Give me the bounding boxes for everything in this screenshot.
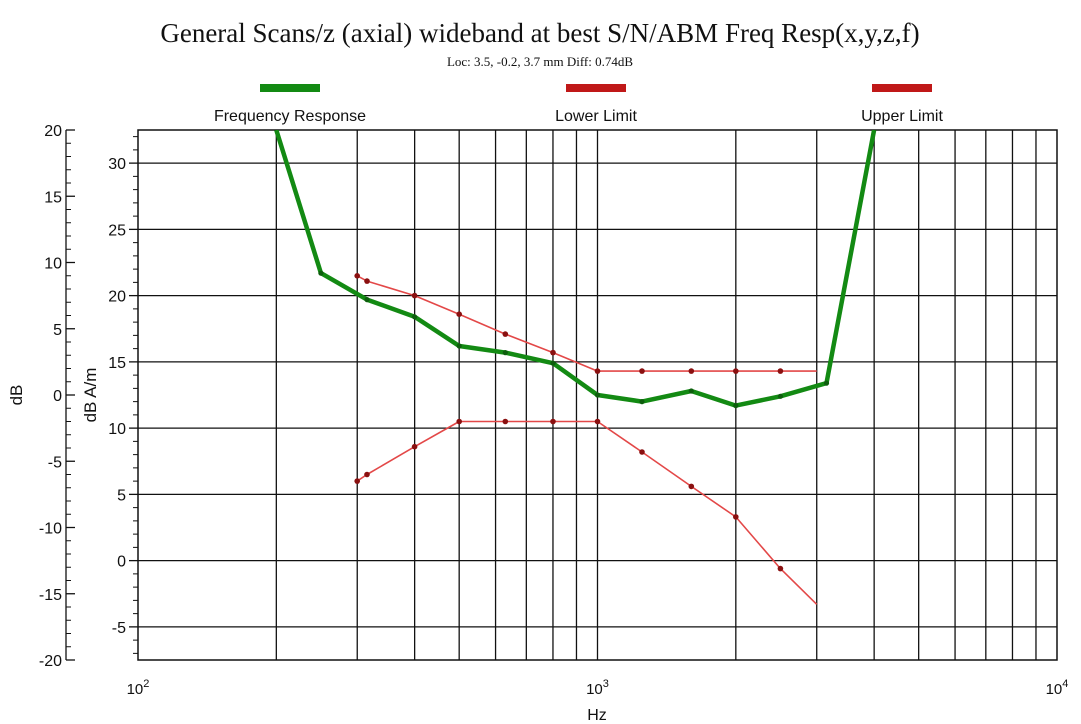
y-tick-label: -20 <box>39 653 62 670</box>
legend-label-frequency-response: Frequency Response <box>214 108 366 125</box>
data-point-upper-limit <box>456 311 463 318</box>
data-point-frequency-response <box>639 399 645 405</box>
data-point-lower-limit <box>502 418 509 425</box>
x-tick-label: 103 <box>586 678 609 698</box>
data-point-lower-limit <box>594 418 601 425</box>
data-point-lower-limit <box>456 418 463 425</box>
y-tick-label: 10 <box>44 256 62 273</box>
data-point-frequency-response <box>318 270 324 276</box>
data-point-frequency-response <box>777 393 784 399</box>
y2-tick-label: -5 <box>112 620 126 637</box>
y-axis-label: dB <box>7 385 26 406</box>
x-axis-label: Hz <box>587 707 607 724</box>
y2-tick-label: 5 <box>117 487 126 504</box>
data-point-lower-limit <box>364 471 370 478</box>
y2-tick-label: 15 <box>108 355 126 372</box>
y-tick-label: 20 <box>44 123 62 140</box>
y2-tick-label: 30 <box>108 156 126 173</box>
data-point-upper-limit <box>550 349 556 356</box>
data-point-lower-limit <box>733 514 739 520</box>
data-point-lower-limit <box>639 449 645 455</box>
chart-series <box>274 130 877 605</box>
data-point-frequency-response <box>456 343 462 349</box>
x-tick-label: 104 <box>1046 678 1069 698</box>
data-point-frequency-response <box>733 403 739 409</box>
y2-tick-label: 25 <box>108 222 126 239</box>
data-point-frequency-response <box>550 360 556 366</box>
data-point-upper-limit <box>594 368 601 374</box>
y2-tick-label: 20 <box>108 289 126 306</box>
data-point-upper-limit <box>777 368 784 374</box>
data-point-upper-limit <box>364 278 370 284</box>
y-tick-label: 0 <box>53 388 62 405</box>
legend-label-lower-limit: Lower Limit <box>555 108 637 125</box>
y-tick-label: 15 <box>44 189 62 206</box>
y-tick-label: -5 <box>48 454 62 471</box>
y2-tick-label: 0 <box>117 554 126 571</box>
data-point-lower-limit <box>688 483 695 490</box>
data-point-frequency-response <box>688 388 694 394</box>
x-tick-exponent: 4 <box>1062 678 1068 690</box>
data-point-frequency-response <box>364 297 370 303</box>
data-point-lower-limit <box>550 418 556 425</box>
x-tick-base: 10 <box>127 681 144 698</box>
y-tick-label: 5 <box>53 322 62 339</box>
data-point-upper-limit <box>354 273 361 279</box>
y-tick-label: -15 <box>39 587 62 604</box>
data-point-lower-limit <box>411 443 418 450</box>
chart-title: General Scans/z (axial) wideband at best… <box>160 18 919 48</box>
data-point-lower-limit <box>777 565 784 572</box>
y2-axis-label: dB A/m <box>81 368 100 423</box>
x-tick-base: 10 <box>1046 681 1063 698</box>
series-line-frequency-response <box>274 130 877 408</box>
chart-subtitle: Loc: 3.5, -0.2, 3.7 mm Diff: 0.74dB <box>447 54 633 69</box>
series-line-lower-limit <box>356 420 818 605</box>
x-tick-label: 102 <box>127 678 150 698</box>
data-point-upper-limit <box>502 331 509 337</box>
legend-label-upper-limit: Upper Limit <box>861 108 943 125</box>
y-tick-label: -10 <box>39 521 62 538</box>
data-point-lower-limit <box>354 478 361 484</box>
chart-legend: Frequency Response Lower Limit Upper Lim… <box>214 84 943 125</box>
chart-grid <box>137 129 1058 661</box>
data-point-frequency-response <box>412 314 418 320</box>
data-point-frequency-response <box>502 350 508 356</box>
data-point-frequency-response <box>823 380 830 386</box>
x-tick-exponent: 3 <box>603 678 609 690</box>
x-tick-exponent: 2 <box>143 678 149 690</box>
legend-swatch-frequency-response <box>260 84 320 92</box>
data-point-frequency-response <box>594 392 601 398</box>
legend-swatch-lower-limit <box>566 84 626 92</box>
legend-swatch-upper-limit <box>872 84 932 92</box>
data-point-upper-limit <box>639 368 645 374</box>
series-line-upper-limit <box>356 275 817 372</box>
y2-tick-label: 10 <box>108 421 126 438</box>
x-tick-base: 10 <box>586 681 603 698</box>
data-point-upper-limit <box>733 368 739 374</box>
data-point-upper-limit <box>411 292 418 299</box>
data-point-upper-limit <box>688 368 695 374</box>
